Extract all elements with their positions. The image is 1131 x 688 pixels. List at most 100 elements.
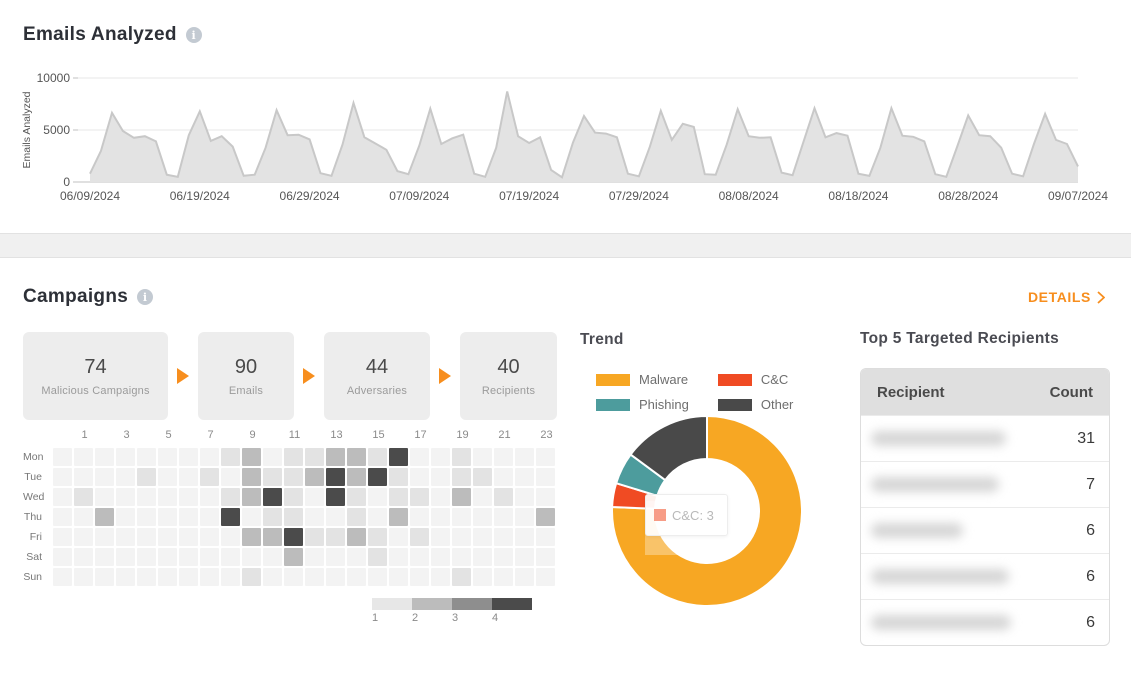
heatmap-cell[interactable] [158,488,177,506]
heatmap-cell[interactable] [242,548,261,566]
heatmap-cell[interactable] [158,468,177,486]
heatmap-cell[interactable] [536,508,555,526]
heatmap-cell[interactable] [242,528,261,546]
heatmap-cell[interactable] [137,488,156,506]
heatmap-cell[interactable] [221,468,240,486]
heatmap-cell[interactable] [74,548,93,566]
heatmap-cell[interactable] [473,508,492,526]
heatmap-cell[interactable] [389,488,408,506]
heatmap-cell[interactable] [326,508,345,526]
heatmap-cell[interactable] [263,508,282,526]
heatmap-cell[interactable] [347,548,366,566]
heatmap-cell[interactable] [221,488,240,506]
heatmap-cell[interactable] [200,448,219,466]
heatmap-cell[interactable] [452,508,471,526]
heatmap-cell[interactable] [200,488,219,506]
heatmap-cell[interactable] [431,528,450,546]
heatmap-cell[interactable] [242,488,261,506]
heatmap-cell[interactable] [368,568,387,586]
heatmap-cell[interactable] [536,488,555,506]
heatmap-cell[interactable] [221,448,240,466]
heatmap-cell[interactable] [200,468,219,486]
heatmap-cell[interactable] [158,528,177,546]
heatmap-cell[interactable] [221,508,240,526]
heatmap-cell[interactable] [116,548,135,566]
heatmap-cell[interactable] [179,548,198,566]
heatmap-cell[interactable] [74,568,93,586]
heatmap-cell[interactable] [305,488,324,506]
heatmap-cell[interactable] [95,548,114,566]
heatmap-cell[interactable] [326,548,345,566]
heatmap-cell[interactable] [536,528,555,546]
heatmap-cell[interactable] [536,448,555,466]
heatmap-cell[interactable] [410,448,429,466]
heatmap-cell[interactable] [284,508,303,526]
heatmap-cell[interactable] [53,468,72,486]
heatmap-cell[interactable] [368,508,387,526]
heatmap-cell[interactable] [116,468,135,486]
heatmap-cell[interactable] [326,488,345,506]
heatmap-cell[interactable] [305,548,324,566]
heatmap-cell[interactable] [242,568,261,586]
heatmap-cell[interactable] [389,548,408,566]
heatmap-cell[interactable] [473,528,492,546]
heatmap-cell[interactable] [179,528,198,546]
trend-legend-entry[interactable]: Other [717,397,793,412]
heatmap-cell[interactable] [473,568,492,586]
heatmap-cell[interactable] [515,508,534,526]
heatmap-cell[interactable] [515,448,534,466]
heatmap-cell[interactable] [284,488,303,506]
heatmap-cell[interactable] [116,488,135,506]
heatmap-cell[interactable] [284,528,303,546]
heatmap-cell[interactable] [137,448,156,466]
heatmap-cell[interactable] [410,488,429,506]
heatmap-cell[interactable] [263,568,282,586]
heatmap-cell[interactable] [116,528,135,546]
heatmap-cell[interactable] [305,568,324,586]
heatmap-cell[interactable] [242,448,261,466]
heatmap-cell[interactable] [53,568,72,586]
heatmap-cell[interactable] [284,448,303,466]
heatmap-cell[interactable] [242,508,261,526]
heatmap-cell[interactable] [137,528,156,546]
heatmap-cell[interactable] [221,528,240,546]
heatmap-cell[interactable] [95,468,114,486]
trend-legend-entry[interactable]: C&C [717,372,794,387]
heatmap-cell[interactable] [53,448,72,466]
heatmap-cell[interactable] [284,548,303,566]
heatmap-cell[interactable] [536,468,555,486]
heatmap-cell[interactable] [494,568,513,586]
heatmap-cell[interactable] [95,448,114,466]
heatmap-cell[interactable] [305,448,324,466]
heatmap-cell[interactable] [158,448,177,466]
heatmap-cell[interactable] [410,548,429,566]
heatmap-cell[interactable] [53,488,72,506]
heatmap-cell[interactable] [95,488,114,506]
heatmap-cell[interactable] [494,508,513,526]
heatmap-cell[interactable] [431,568,450,586]
heatmap-cell[interactable] [368,448,387,466]
funnel-step[interactable]: 40 Recipients [460,332,557,420]
heatmap-cell[interactable] [494,528,513,546]
heatmap-cell[interactable] [347,488,366,506]
heatmap-cell[interactable] [452,468,471,486]
heatmap-cell[interactable] [494,448,513,466]
heatmap-cell[interactable] [326,448,345,466]
heatmap-cell[interactable] [473,548,492,566]
heatmap-cell[interactable] [179,448,198,466]
heatmap-cell[interactable] [452,568,471,586]
info-icon[interactable]: i [137,289,154,305]
heatmap-cell[interactable] [137,548,156,566]
heatmap-cell[interactable] [95,528,114,546]
heatmap-cell[interactable] [284,568,303,586]
heatmap-cell[interactable] [368,528,387,546]
heatmap-cell[interactable] [536,548,555,566]
heatmap-cell[interactable] [53,508,72,526]
heatmap-cell[interactable] [263,488,282,506]
heatmap-cell[interactable] [53,548,72,566]
heatmap-cell[interactable] [389,568,408,586]
heatmap-cell[interactable] [263,548,282,566]
heatmap-cell[interactable] [179,468,198,486]
heatmap-cell[interactable] [431,508,450,526]
heatmap-cell[interactable] [158,508,177,526]
